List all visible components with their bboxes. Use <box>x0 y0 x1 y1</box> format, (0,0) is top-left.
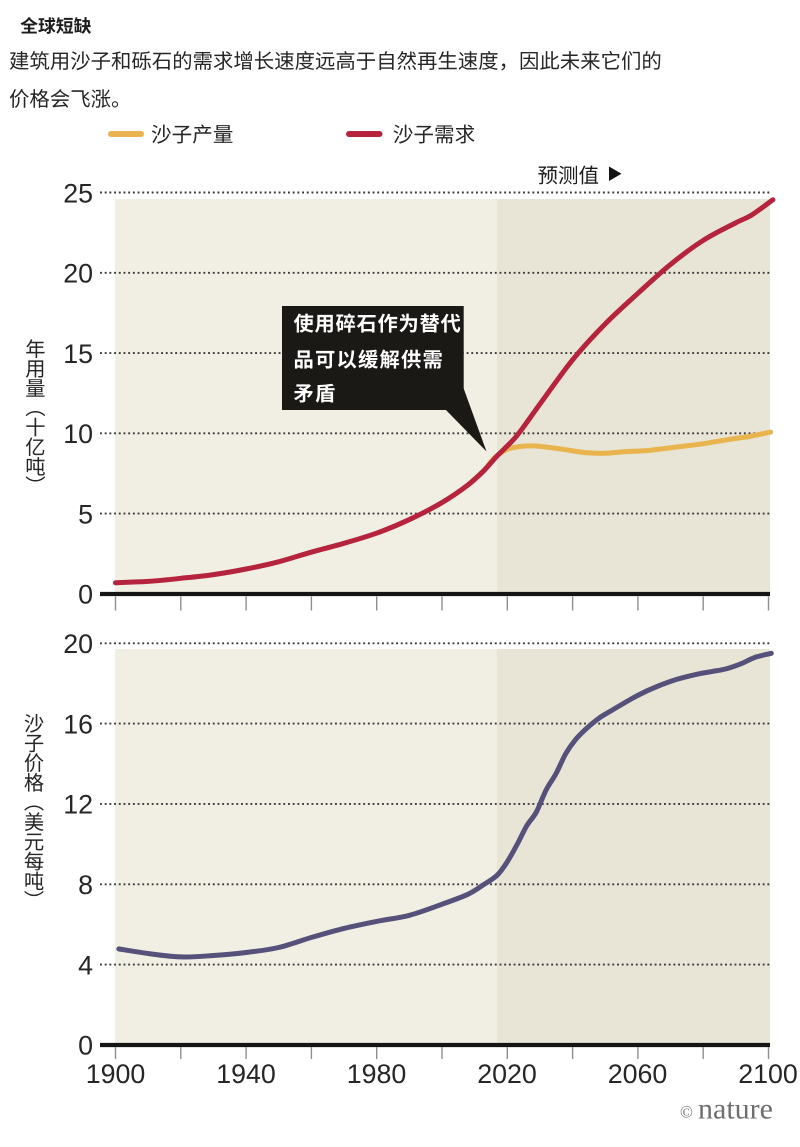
svg-text:25: 25 <box>63 178 93 208</box>
svg-text:0: 0 <box>78 1031 93 1061</box>
svg-text:15: 15 <box>63 339 93 369</box>
svg-text:2020: 2020 <box>477 1059 537 1089</box>
svg-text:4: 4 <box>78 950 93 980</box>
svg-text:20: 20 <box>63 259 93 289</box>
svg-text:0: 0 <box>78 580 93 610</box>
svg-text:20: 20 <box>63 629 93 659</box>
svg-text:2100: 2100 <box>738 1059 798 1089</box>
svg-text:©: © <box>680 1103 693 1122</box>
svg-text:8: 8 <box>78 870 93 900</box>
svg-text:1980: 1980 <box>347 1059 407 1089</box>
svg-text:10: 10 <box>63 419 93 449</box>
svg-text:nature: nature <box>698 1093 773 1126</box>
svg-text:16: 16 <box>63 709 93 739</box>
svg-text:1900: 1900 <box>86 1059 146 1089</box>
svg-text:5: 5 <box>78 499 93 529</box>
svg-text:12: 12 <box>63 790 93 820</box>
svg-text:1940: 1940 <box>216 1059 276 1089</box>
svg-text:2060: 2060 <box>608 1059 668 1089</box>
